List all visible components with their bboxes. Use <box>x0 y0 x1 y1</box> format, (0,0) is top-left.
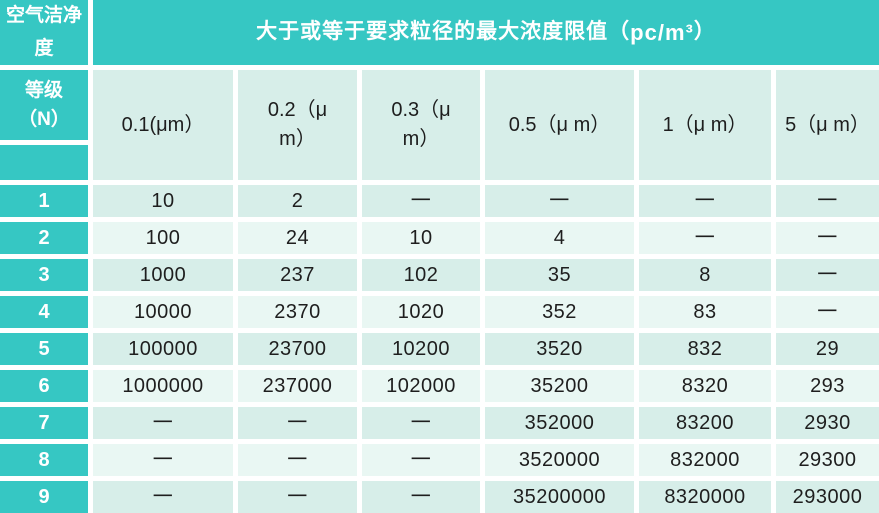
row-level: 2 <box>0 222 88 254</box>
empty-value-cell: 一 <box>776 259 879 291</box>
value-cell: 29 <box>776 333 879 365</box>
value-cell: 10200 <box>362 333 480 365</box>
value-cell: 35200 <box>485 370 634 402</box>
unit-label: pc/m³ <box>630 19 694 45</box>
value-cell: 832000 <box>639 444 771 476</box>
row-level: 8 <box>0 444 88 476</box>
value-cell: 237000 <box>238 370 357 402</box>
value-cell: 83200 <box>639 407 771 439</box>
value-cell: 4 <box>485 222 634 254</box>
empty-value-cell: 一 <box>362 185 480 217</box>
table-title-text: 大于或等于要求粒径的最大浓度限值（ <box>256 20 631 44</box>
empty-value-cell: 一 <box>238 481 357 513</box>
column-header: 5（μ m） <box>776 70 879 180</box>
column-header: 1（μ m） <box>639 70 771 180</box>
value-cell: 35200000 <box>485 481 634 513</box>
value-cell: 35 <box>485 259 634 291</box>
value-cell: 23700 <box>238 333 357 365</box>
corner-title: 空气洁净度 <box>0 0 88 65</box>
value-cell: 352000 <box>485 407 634 439</box>
empty-value-cell: 一 <box>639 222 771 254</box>
value-cell: 29300 <box>776 444 879 476</box>
empty-value-cell: 一 <box>639 185 771 217</box>
value-cell: 10000 <box>93 296 233 328</box>
value-cell: 3520000 <box>485 444 634 476</box>
column-header: 0.2（μ m） <box>238 70 357 180</box>
empty-value-cell: 一 <box>776 185 879 217</box>
value-cell: 100 <box>93 222 233 254</box>
empty-value-cell: 一 <box>238 444 357 476</box>
table-title-suffix: ） <box>693 20 716 44</box>
value-cell: 293000 <box>776 481 879 513</box>
value-cell: 10 <box>93 185 233 217</box>
row-level: 3 <box>0 259 88 291</box>
value-cell: 24 <box>238 222 357 254</box>
value-cell: 2930 <box>776 407 879 439</box>
row-level: 1 <box>0 185 88 217</box>
value-cell: 1000 <box>93 259 233 291</box>
empty-value-cell: 一 <box>362 481 480 513</box>
value-cell: 102 <box>362 259 480 291</box>
value-cell: 8 <box>639 259 771 291</box>
corner-spacer <box>0 145 88 180</box>
value-cell: 83 <box>639 296 771 328</box>
value-cell: 2370 <box>238 296 357 328</box>
value-cell: 8320 <box>639 370 771 402</box>
value-cell: 1000000 <box>93 370 233 402</box>
row-level: 7 <box>0 407 88 439</box>
value-cell: 352 <box>485 296 634 328</box>
empty-value-cell: 一 <box>362 407 480 439</box>
row-level: 5 <box>0 333 88 365</box>
level-header: 等级（N） <box>0 70 88 140</box>
empty-value-cell: 一 <box>238 407 357 439</box>
column-header: 0.5（μ m） <box>485 70 634 180</box>
value-cell: 1020 <box>362 296 480 328</box>
empty-value-cell: 一 <box>485 185 634 217</box>
row-level: 4 <box>0 296 88 328</box>
value-cell: 100000 <box>93 333 233 365</box>
value-cell: 8320000 <box>639 481 771 513</box>
row-level: 9 <box>0 481 88 513</box>
column-header: 0.1(μm） <box>93 70 233 180</box>
value-cell: 2 <box>238 185 357 217</box>
empty-value-cell: 一 <box>93 481 233 513</box>
value-cell: 237 <box>238 259 357 291</box>
empty-value-cell: 一 <box>93 407 233 439</box>
empty-value-cell: 一 <box>776 296 879 328</box>
empty-value-cell: 一 <box>776 222 879 254</box>
column-header: 0.3（μ m） <box>362 70 480 180</box>
empty-value-cell: 一 <box>362 444 480 476</box>
value-cell: 832 <box>639 333 771 365</box>
value-cell: 293 <box>776 370 879 402</box>
row-level: 6 <box>0 370 88 402</box>
value-cell: 10 <box>362 222 480 254</box>
empty-value-cell: 一 <box>93 444 233 476</box>
value-cell: 102000 <box>362 370 480 402</box>
table-title: 大于或等于要求粒径的最大浓度限值（ pc/m³） <box>93 0 879 65</box>
value-cell: 3520 <box>485 333 634 365</box>
